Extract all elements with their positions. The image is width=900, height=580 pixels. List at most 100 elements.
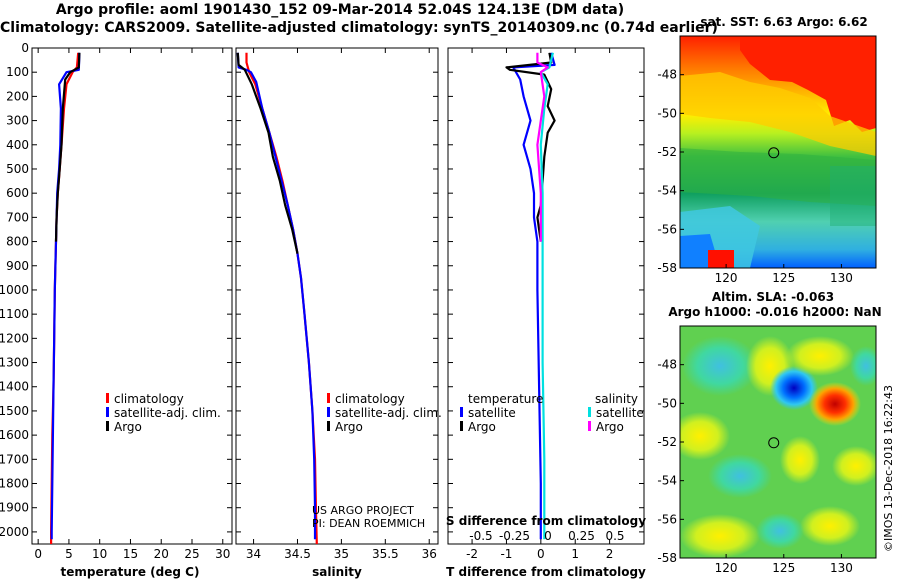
map-x-tick-label: 125 — [772, 271, 795, 285]
x-tick-label: 34 — [246, 547, 261, 561]
sla-map: Altim. SLA: -0.063 Argo h1000: -0.016 h2… — [657, 290, 881, 575]
sla-map-axes: 120 125 130 -48 -50 -52 -54 -56 -58 — [657, 358, 852, 575]
sla-map-field — [680, 326, 876, 558]
x-tick-label: 1 — [571, 547, 579, 561]
y-tick-label: 1700 — [0, 452, 29, 466]
legend-label-climatology: climatology — [335, 392, 405, 406]
temperature-xlabel: temperature (deg C) — [61, 565, 200, 579]
x-tick-label: 20 — [154, 547, 169, 561]
y-tick-label: 600 — [6, 186, 29, 200]
y-tick-label: 1400 — [0, 380, 29, 394]
x-tick-label: 15 — [123, 547, 138, 561]
header-subtitle: Climatology: CARS2009. Satellite-adjuste… — [0, 20, 718, 36]
salinity-xlabel: salinity — [312, 565, 362, 579]
y-tick-label: 900 — [6, 259, 29, 273]
x-tick-label: 35 — [334, 547, 349, 561]
legend-label-t-argo: Argo — [468, 420, 496, 434]
y-tick-label: 1300 — [0, 356, 29, 370]
sla-map-title-1: Altim. SLA: -0.063 — [712, 290, 834, 304]
x-tick-label: 0 — [34, 547, 42, 561]
x-tick-label: -1 — [500, 547, 512, 561]
difference-top-xlabel: S difference from climatology — [446, 514, 646, 528]
x-tick-label: 35.5 — [372, 547, 399, 561]
temperature-panel-frame — [31, 47, 233, 545]
y-tick-label: 800 — [6, 235, 29, 249]
series-line-satellite-adj-clim- — [236, 52, 317, 540]
series-line-t-satellite — [512, 52, 556, 540]
x-tick-label: 10 — [92, 547, 107, 561]
legend-swatch-t-argo — [460, 421, 463, 431]
s-diff-tick-label: -0.25 — [499, 529, 530, 543]
map-x-tick-label: 125 — [772, 561, 795, 575]
x-tick-label: 0 — [537, 547, 545, 561]
legend-label-s-argo: Argo — [596, 420, 624, 434]
difference-panel-frame — [447, 47, 645, 545]
header-title: Argo profile: aoml 1901430_152 09-Mar-20… — [55, 2, 625, 18]
legend-swatch-argo — [106, 421, 109, 431]
difference-chart: -2 -1 0 1 2 -0.5 -0.25 0 0.25 0.5 — [448, 47, 644, 561]
s-diff-tick-label: 0.5 — [605, 529, 624, 543]
map-y-tick-label: -48 — [657, 68, 677, 82]
y-tick-label: 1100 — [0, 307, 29, 321]
series-line-argo — [54, 52, 81, 242]
map-y-tick-label: -52 — [657, 145, 677, 159]
sst-map: sat. SST: 6.63 Argo: 6.62 120 125 130 -48 -5… — [657, 15, 877, 285]
legend-label-climatology: climatology — [114, 392, 184, 406]
sst-float-marker — [768, 147, 780, 159]
x-tick-label: 34.5 — [284, 547, 311, 561]
legend-title-salinity: salinity — [595, 392, 638, 406]
legend-label-s-satellite: satellite — [596, 406, 644, 420]
legend-swatch-argo — [327, 421, 330, 431]
map-x-tick-label: 120 — [715, 561, 738, 575]
salinity-legend: climatology satellite-adj. clim. Argo US… — [312, 392, 442, 530]
legend-swatch-s-argo — [588, 421, 591, 431]
temperature-chart: 0 5 10 15 20 25 300100200300400500600700800900… — [0, 41, 232, 561]
s-diff-tick-label: 0 — [544, 529, 552, 543]
series-line-argo — [236, 52, 299, 254]
y-tick-label: 0 — [21, 41, 29, 55]
y-tick-label: 1900 — [0, 501, 29, 515]
legend-label-t-satellite: satellite — [468, 406, 516, 420]
sla-float-marker — [768, 437, 780, 449]
legend-label-satellite: satellite-adj. clim. — [335, 406, 442, 420]
map-y-tick-label: -50 — [657, 396, 677, 410]
y-tick-label: 400 — [6, 138, 29, 152]
sla-map-title-2: Argo h1000: -0.016 h2000: NaN — [668, 305, 881, 319]
legend-swatch-satellite — [106, 407, 109, 417]
x-tick-label: 30 — [215, 547, 230, 561]
imos-stamp: ©IMOS 13-Dec-2018 16:22:43 — [882, 385, 895, 552]
legend-swatch-satellite — [327, 407, 330, 417]
map-y-tick-label: -58 — [657, 261, 677, 275]
x-tick-label: -2 — [466, 547, 478, 561]
legend-label-argo: Argo — [335, 420, 363, 434]
legend-label-satellite: satellite-adj. clim. — [114, 406, 221, 420]
difference-legend: temperature satellite Argo salinity sate… — [460, 392, 644, 434]
y-tick-label: 2000 — [0, 525, 29, 539]
y-tick-label: 100 — [6, 65, 29, 79]
x-tick-label: 5 — [65, 547, 73, 561]
difference-xlabel: T difference from climatology — [446, 565, 646, 579]
temperature-legend: climatology satellite-adj. clim. Argo — [106, 392, 221, 434]
y-tick-label: 1500 — [0, 404, 29, 418]
legend-swatch-climatology — [327, 393, 330, 403]
y-tick-label: 1600 — [0, 428, 29, 442]
salinity-chart: 34 34.5 35 35.5 36 — [236, 47, 438, 561]
map-x-tick-label: 130 — [830, 561, 853, 575]
legend-title-temperature: temperature — [468, 392, 543, 406]
y-tick-label: 1200 — [0, 331, 29, 345]
s-diff-tick-label: -0.5 — [469, 529, 492, 543]
x-tick-label: 36 — [422, 547, 437, 561]
sst-map-field — [680, 36, 876, 268]
map-x-tick-label: 130 — [830, 271, 853, 285]
map-y-tick-label: -56 — [657, 512, 677, 526]
y-tick-label: 300 — [6, 114, 29, 128]
x-tick-label: 2 — [606, 547, 614, 561]
legend-swatch-s-satellite — [588, 407, 591, 417]
credit-pi: PI: DEAN ROEMMICH — [312, 517, 425, 530]
map-y-tick-label: -48 — [657, 358, 677, 372]
y-tick-label: 700 — [6, 210, 29, 224]
s-diff-tick-label: 0.25 — [568, 529, 595, 543]
map-y-tick-label: -56 — [657, 222, 677, 236]
y-tick-label: 500 — [6, 162, 29, 176]
